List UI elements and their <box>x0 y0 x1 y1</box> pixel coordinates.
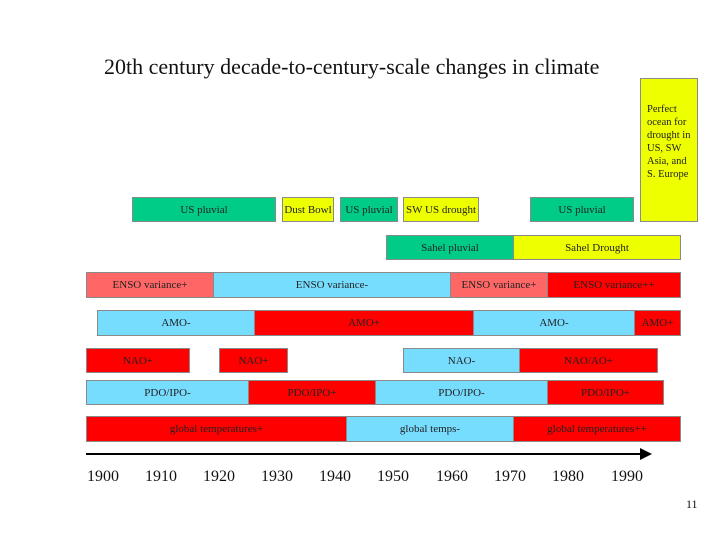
bar-amo-4: AMO+ <box>634 310 681 336</box>
bar-enso-2: ENSO variance- <box>213 272 451 298</box>
axis-tick-label: 1910 <box>145 468 177 485</box>
bar-nao-3: NAO- <box>403 348 520 373</box>
axis-tick-label: 1940 <box>319 468 351 485</box>
bar-pdo-4: PDO/IPO+ <box>547 380 664 405</box>
drought-note: Perfect ocean for drought in US, SW Asia… <box>640 78 698 222</box>
bar-amo-3: AMO- <box>473 310 635 336</box>
bar-us-pluvial-2: US pluvial <box>340 197 398 222</box>
bar-pdo-1: PDO/IPO- <box>86 380 249 405</box>
axis-tick-label: 1900 <box>87 468 119 485</box>
bar-nao-2: NAO+ <box>219 348 288 373</box>
time-axis-line <box>86 453 640 455</box>
bar-amo-2: AMO+ <box>254 310 474 336</box>
bar-enso-4: ENSO variance++ <box>547 272 681 298</box>
bar-us-pluvial-1: US pluvial <box>132 197 276 222</box>
bar-us-pluvial-3: US pluvial <box>530 197 634 222</box>
bar-amo-1: AMO- <box>97 310 255 336</box>
bar-sw-us-drought: SW US drought <box>403 197 479 222</box>
slide-title: 20th century decade-to-century-scale cha… <box>104 54 600 79</box>
bar-temps-3: global temperatures++ <box>513 416 681 442</box>
time-axis-arrow-icon <box>640 448 652 460</box>
axis-tick-label: 1990 <box>611 468 643 485</box>
bar-temps-2: global temps- <box>346 416 514 442</box>
axis-tick-label: 1980 <box>552 468 584 485</box>
bar-enso-1: ENSO variance+ <box>86 272 214 298</box>
axis-tick-label: 1930 <box>261 468 293 485</box>
bar-sahel-pluvial: Sahel pluvial <box>386 235 514 260</box>
bar-pdo-2: PDO/IPO+ <box>248 380 376 405</box>
axis-tick-label: 1960 <box>436 468 468 485</box>
axis-tick-label: 1970 <box>494 468 526 485</box>
axis-tick-label: 1950 <box>377 468 409 485</box>
bar-dust-bowl: Dust Bowl <box>282 197 334 222</box>
bar-nao-1: NAO+ <box>86 348 190 373</box>
page-number: 11 <box>686 497 698 511</box>
bar-pdo-3: PDO/IPO- <box>375 380 548 405</box>
bar-nao-4: NAO/AO+ <box>519 348 658 373</box>
bar-enso-3: ENSO variance+ <box>450 272 548 298</box>
bar-temps-1: global temperatures+ <box>86 416 347 442</box>
bar-sahel-drought: Sahel Drought <box>513 235 681 260</box>
axis-tick-label: 1920 <box>203 468 235 485</box>
